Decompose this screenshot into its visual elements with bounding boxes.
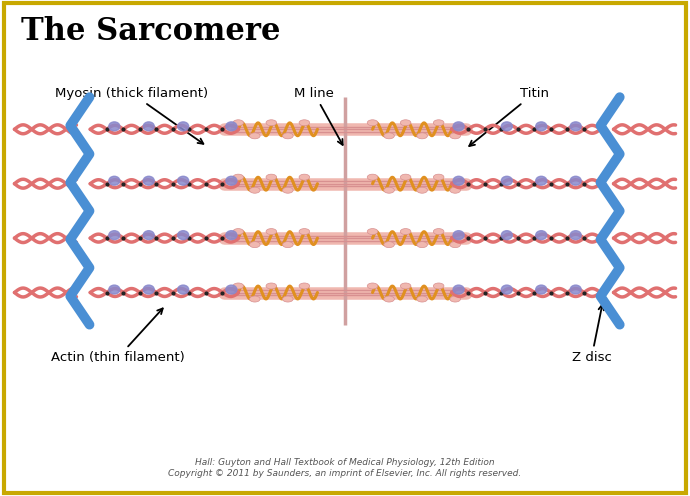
Ellipse shape — [400, 174, 411, 180]
Ellipse shape — [144, 231, 155, 240]
Ellipse shape — [177, 122, 188, 131]
Ellipse shape — [226, 122, 237, 131]
Text: M line: M line — [294, 87, 343, 145]
Ellipse shape — [250, 133, 260, 139]
Ellipse shape — [384, 133, 395, 139]
Ellipse shape — [266, 174, 277, 180]
Ellipse shape — [384, 296, 395, 302]
Ellipse shape — [400, 120, 411, 126]
Ellipse shape — [570, 176, 581, 185]
Ellipse shape — [433, 229, 444, 235]
Ellipse shape — [367, 283, 378, 289]
Ellipse shape — [282, 133, 293, 139]
Ellipse shape — [177, 231, 188, 240]
Ellipse shape — [417, 133, 427, 139]
Ellipse shape — [299, 174, 310, 180]
Ellipse shape — [502, 176, 513, 185]
Ellipse shape — [282, 242, 293, 248]
Ellipse shape — [282, 296, 293, 302]
Text: Z disc: Z disc — [571, 305, 611, 364]
Ellipse shape — [177, 285, 188, 294]
Ellipse shape — [417, 242, 427, 248]
Ellipse shape — [367, 120, 378, 126]
Ellipse shape — [299, 283, 310, 289]
Ellipse shape — [453, 122, 464, 131]
Ellipse shape — [266, 283, 277, 289]
Ellipse shape — [450, 133, 460, 139]
Text: Hall: Guyton and Hall Textbook of Medical Physiology, 12th Edition
Copyright © 2: Hall: Guyton and Hall Textbook of Medica… — [168, 458, 522, 478]
Text: Titin: Titin — [469, 87, 549, 146]
Ellipse shape — [453, 231, 464, 240]
Ellipse shape — [400, 229, 411, 235]
Ellipse shape — [535, 285, 546, 294]
Ellipse shape — [535, 176, 546, 185]
Ellipse shape — [144, 285, 155, 294]
Ellipse shape — [109, 285, 120, 294]
Ellipse shape — [233, 229, 244, 235]
Ellipse shape — [433, 283, 444, 289]
Ellipse shape — [453, 285, 464, 294]
Ellipse shape — [450, 296, 460, 302]
Text: Actin (thin filament): Actin (thin filament) — [51, 309, 185, 364]
Ellipse shape — [384, 242, 395, 248]
Ellipse shape — [502, 285, 513, 294]
Text: The Sarcomere: The Sarcomere — [21, 15, 281, 47]
Ellipse shape — [177, 176, 188, 185]
Ellipse shape — [144, 122, 155, 131]
Ellipse shape — [282, 187, 293, 193]
Ellipse shape — [266, 120, 277, 126]
Ellipse shape — [453, 176, 464, 185]
Ellipse shape — [450, 242, 460, 248]
Ellipse shape — [144, 176, 155, 185]
Ellipse shape — [570, 231, 581, 240]
Ellipse shape — [433, 174, 444, 180]
Ellipse shape — [367, 229, 378, 235]
Ellipse shape — [109, 176, 120, 185]
Ellipse shape — [535, 231, 546, 240]
Ellipse shape — [226, 285, 237, 294]
Ellipse shape — [250, 296, 260, 302]
Ellipse shape — [299, 120, 310, 126]
Ellipse shape — [417, 296, 427, 302]
Ellipse shape — [570, 122, 581, 131]
Ellipse shape — [109, 122, 120, 131]
Ellipse shape — [417, 187, 427, 193]
Ellipse shape — [384, 187, 395, 193]
Ellipse shape — [535, 122, 546, 131]
Ellipse shape — [226, 176, 237, 185]
Ellipse shape — [226, 231, 237, 240]
Ellipse shape — [433, 120, 444, 126]
Ellipse shape — [367, 174, 378, 180]
Ellipse shape — [502, 231, 513, 240]
Ellipse shape — [233, 174, 244, 180]
Ellipse shape — [400, 283, 411, 289]
Ellipse shape — [233, 283, 244, 289]
Text: Myosin (thick filament): Myosin (thick filament) — [55, 87, 208, 144]
Ellipse shape — [570, 285, 581, 294]
Ellipse shape — [450, 187, 460, 193]
Ellipse shape — [233, 120, 244, 126]
Ellipse shape — [250, 242, 260, 248]
Ellipse shape — [250, 187, 260, 193]
Ellipse shape — [266, 229, 277, 235]
Ellipse shape — [502, 122, 513, 131]
Ellipse shape — [299, 229, 310, 235]
Ellipse shape — [109, 231, 120, 240]
